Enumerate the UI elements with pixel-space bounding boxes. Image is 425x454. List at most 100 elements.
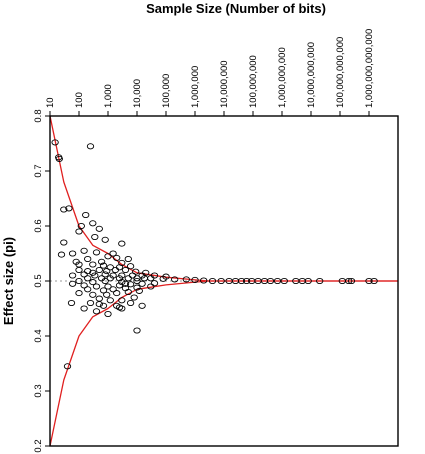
data-point: [208, 277, 217, 285]
data-point: [80, 282, 88, 289]
data-point: [370, 277, 378, 285]
data-point: [138, 302, 146, 309]
data-point: [92, 283, 101, 290]
data-point: [104, 283, 112, 290]
y-tick-label: 0.7: [33, 164, 44, 177]
data-point: [113, 254, 121, 261]
data-point: [77, 222, 85, 230]
data-point: [89, 279, 97, 286]
data-point: [89, 220, 97, 227]
data-point: [95, 266, 103, 274]
data-point: [280, 277, 288, 285]
data-point: [118, 279, 126, 286]
x-tick-label: 100,000,000: [248, 55, 259, 108]
data-point: [68, 272, 77, 279]
y-tick-label: 0.4: [33, 329, 44, 342]
data-point: [89, 261, 97, 268]
x-tick-label: 1,000,000,000,000: [364, 29, 375, 108]
data-point: [68, 280, 77, 287]
data-point: [118, 240, 126, 247]
data-point: [84, 286, 92, 293]
data-point: [109, 250, 117, 257]
data-point: [84, 268, 92, 275]
data-point: [80, 271, 88, 278]
data-point: [159, 275, 167, 282]
data-point: [84, 275, 92, 282]
data-point: [103, 291, 111, 298]
data-point: [147, 283, 155, 290]
data-point: [80, 305, 88, 312]
data-point: [95, 301, 103, 308]
data-point: [171, 276, 179, 283]
data-point: [86, 143, 95, 150]
data-point: [95, 225, 103, 232]
x-tick-label: 100,000,000,000: [335, 37, 346, 108]
data-point: [126, 299, 135, 307]
data-point: [95, 295, 103, 302]
data-point: [133, 284, 141, 291]
data-point: [99, 287, 108, 294]
data-point: [101, 236, 109, 243]
data-point: [99, 302, 108, 309]
data-point: [316, 277, 324, 285]
x-tick-label: 1,000: [103, 84, 114, 108]
data-point: [65, 205, 73, 212]
plot-frame: [49, 115, 399, 447]
data-point: [191, 276, 199, 283]
data-point: [92, 249, 101, 256]
data-point: [89, 269, 97, 276]
data-point: [182, 276, 190, 283]
data-point: [124, 255, 132, 263]
data-point: [57, 251, 66, 258]
data-point: [345, 277, 353, 285]
data-point: [84, 255, 92, 263]
x-tick-label: 10: [45, 97, 56, 108]
data-point: [138, 280, 146, 287]
data-point: [304, 277, 312, 285]
data-point: [60, 239, 68, 246]
data-point: [115, 304, 124, 311]
x-tick-label: 100: [74, 92, 85, 108]
data-point: [106, 297, 114, 304]
y-tick-label: 0.3: [33, 384, 44, 397]
x-tick-label: 1,000,000,000: [277, 47, 288, 108]
data-point: [97, 258, 106, 265]
data-point: [266, 277, 275, 285]
data-point: [101, 277, 109, 285]
data-point: [111, 266, 120, 274]
data-point: [92, 308, 101, 315]
x-tick-label: 10,000: [132, 79, 143, 108]
data-point: [75, 277, 83, 285]
data-point: [237, 277, 246, 285]
data-point: [124, 275, 132, 282]
x-axis-top: 10 100 1,000 10,000 100,000 1,000,000 10,000,0…: [45, 29, 398, 117]
data-point: [298, 277, 306, 285]
y-axis-left: 0.2 0.3 0.4 0.5 0.6 0.7 0.8: [33, 109, 50, 453]
y-tick-label: 0.8: [33, 109, 44, 122]
data-point: [150, 280, 159, 287]
data-point: [75, 290, 83, 297]
data-point: [103, 268, 111, 275]
data-point: [115, 275, 124, 282]
data-point: [140, 275, 149, 282]
data-point: [91, 233, 99, 241]
data-point: [75, 228, 83, 235]
data-point: [121, 280, 130, 287]
data-point: [109, 286, 117, 293]
data-point: [75, 266, 83, 274]
data-point: [242, 277, 251, 285]
data-point: [80, 247, 88, 254]
data-point: [200, 277, 208, 284]
x-tick-label: 10,000,000: [219, 60, 230, 108]
y-tick-label: 0.6: [33, 219, 44, 232]
data-point: [121, 266, 130, 274]
data-point: [118, 297, 126, 304]
data-point: [130, 294, 138, 301]
x-tick-label: 1,000,000: [190, 66, 201, 108]
data-point: [217, 277, 225, 285]
data-point: [51, 139, 59, 146]
data-point: [86, 299, 95, 307]
data-point: [133, 275, 141, 282]
data-point: [135, 287, 143, 294]
data-point: [133, 327, 141, 334]
